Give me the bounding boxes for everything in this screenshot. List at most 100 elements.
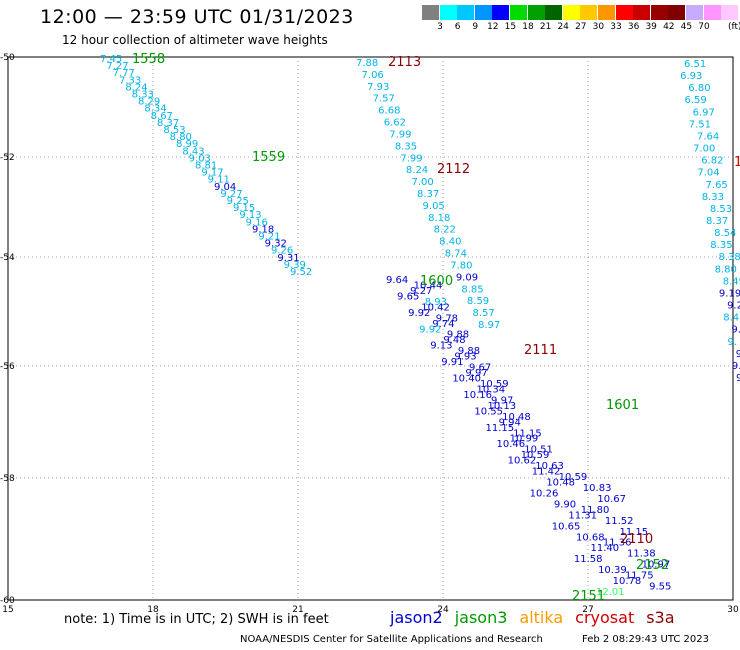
scale-tick-label: 9 xyxy=(472,22,479,32)
swh-value-jason-track: 10.40 xyxy=(452,374,481,385)
swh-value-jason-track: 10.16 xyxy=(463,390,492,401)
swh-value-edge-track: 8.4 xyxy=(723,313,739,324)
swh-value-jason-track: 11.36 xyxy=(603,538,632,549)
swh-value-edge-track: 6.93 xyxy=(680,71,702,82)
swh-value-jason-track: 10.62 xyxy=(508,456,537,467)
scale-swatch xyxy=(510,5,527,20)
swh-value-jason-track: 9.04 xyxy=(214,182,236,193)
x-tick-label: 30 xyxy=(727,605,739,615)
swh-value-jason-track: 7.77 xyxy=(113,68,135,79)
swh-value-s3a-track: 8.37 xyxy=(417,189,439,200)
swh-value-s3a-track: 7.80 xyxy=(450,260,472,271)
scale-swatch xyxy=(615,5,633,20)
scale-swatch xyxy=(668,5,686,20)
swh-value-edge-track: 8.80 xyxy=(715,264,737,275)
swh-value-s3a-track: 7.93 xyxy=(367,82,389,93)
scale-tick-label: 24 xyxy=(557,22,569,32)
swh-value-jason-track: 9.15 xyxy=(233,203,255,214)
legend-sat-jason3: jason3 xyxy=(454,608,508,627)
swh-value-jason-track: 10.44 xyxy=(414,280,443,291)
swh-value-s3a-track: 7.99 xyxy=(400,153,422,164)
swh-value-jason-track: 9.74 xyxy=(432,319,454,330)
swh-value-edge-track: 8.54 xyxy=(714,228,736,239)
swh-value-jason-track: 8.33 xyxy=(132,90,154,101)
swh-value-edge-track: 7.04 xyxy=(697,168,719,179)
pass-label: 2152 xyxy=(636,558,669,573)
swh-value-jason-track: 8.99 xyxy=(176,139,198,150)
swh-value-s3a-track: 8.57 xyxy=(472,308,494,319)
swh-value-jason-track: 10.67 xyxy=(597,494,626,505)
scale-swatch xyxy=(703,5,721,20)
swh-value-jason-track: 9.11 xyxy=(208,175,230,186)
legend-sat-s3a: s3a xyxy=(646,608,675,627)
x-tick-label: 18 xyxy=(147,605,159,615)
scale-tick-label: 36 xyxy=(627,22,640,32)
swh-value-jason-track: 10.55 xyxy=(474,406,503,417)
satellite-legend: jason2 jason3 altika cryosat s3a xyxy=(390,608,687,627)
swh-value-jason-track: 7.33 xyxy=(119,75,141,86)
swh-value-s3a-track: 8.18 xyxy=(428,213,450,224)
swh-value-s3a-track: 7.99 xyxy=(389,129,411,140)
pass-label: 2112 xyxy=(437,162,470,177)
swh-value-jason-track: 9.48 xyxy=(443,335,465,346)
scale-tick-label: 3 xyxy=(437,22,443,32)
swh-value-edge-track: 7.64 xyxy=(697,131,719,142)
swh-value-jason-track: 11.15 xyxy=(485,423,514,434)
swh-value-jason-track: 8.67 xyxy=(151,111,173,122)
scale-swatch xyxy=(457,5,475,20)
swh-value-edge-track: 6.97 xyxy=(693,107,715,118)
swh-value-jason-track: 10.34 xyxy=(476,384,505,395)
swh-value-jason-track: 11.58 xyxy=(574,554,603,565)
scale-swatch xyxy=(598,5,615,20)
swh-value-jason-track: 10.68 xyxy=(576,532,605,543)
y-tick-label: -52 xyxy=(0,153,15,163)
swh-value-edge-track: 8.37 xyxy=(706,216,728,227)
swh-value-jason-track: 10.51 xyxy=(524,445,553,456)
map-subtitle: 12 hour collection of altimeter wave hei… xyxy=(62,33,328,47)
swh-value-jason-track: 11.38 xyxy=(627,549,656,560)
scale-swatch xyxy=(527,5,545,20)
swh-value-jason-track: 8.53 xyxy=(163,125,185,136)
swh-value-jason-track: 11.15 xyxy=(619,527,648,538)
swh-value-jason-track: 10.59 xyxy=(559,472,588,483)
swh-value-jason-track: 9.88 xyxy=(458,346,480,357)
swh-value-jason-track: 9.93 xyxy=(454,352,476,363)
swh-value-edge-track: 6.82 xyxy=(701,156,723,167)
swh-value-jason-track: 10.99 xyxy=(510,434,539,445)
swh-value-s3a-track: 7.06 xyxy=(362,70,384,81)
swh-value-jason-track: 8.81 xyxy=(195,161,217,172)
swh-value-edge-track: 9. xyxy=(728,337,738,348)
swh-value-jason-track: 9.92 xyxy=(419,324,441,335)
y-tick-label: -54 xyxy=(0,253,15,263)
pass-label: 1559 xyxy=(252,150,285,165)
y-tick-label: -56 xyxy=(0,362,15,372)
swh-value-edge-track: 8.38 xyxy=(718,252,740,263)
swh-value-jason-track: 10.39 xyxy=(598,565,627,576)
scale-tick-label: 70 xyxy=(698,22,710,32)
legend-sat-altika: altika xyxy=(519,608,564,627)
swh-value-s3a-track: 7.57 xyxy=(373,94,395,105)
swh-value-jason-track: 8.93 xyxy=(425,297,447,308)
swh-value-jason-track: 9.31 xyxy=(277,253,299,264)
x-tick-label: 21 xyxy=(292,605,303,615)
scale-tick-label: 42 xyxy=(663,22,675,32)
swh-value-jason-track: 9.16 xyxy=(246,217,268,228)
swh-value-jason-track: 12.01 xyxy=(596,587,625,598)
map-title: 12:00 — 23:59 UTC 01/31/2023 xyxy=(40,6,354,28)
swh-value-jason-track: 10.48 xyxy=(502,412,531,423)
swh-value-jason-track: 10.65 xyxy=(552,521,581,532)
swh-value-jason-track: 9.17 xyxy=(201,168,223,179)
scale-tick-label: 45 xyxy=(680,22,693,32)
swh-value-jason-track: 9.97 xyxy=(465,368,487,379)
swh-value-edge-track: 9.0 xyxy=(731,325,740,336)
scale-swatch xyxy=(439,5,457,20)
swh-value-jason-track: 10.13 xyxy=(488,401,517,412)
swh-value-jason-track: 9.78 xyxy=(436,313,458,324)
y-tick-label: -50 xyxy=(0,53,15,63)
swh-value-jason-track: 7.27 xyxy=(106,61,128,72)
swh-value-jason-track: 10.63 xyxy=(535,461,564,472)
scale-tick-label: 39 xyxy=(645,22,657,32)
swh-value-jason-track: 9.88 xyxy=(447,330,469,341)
y-tick-label: -58 xyxy=(0,474,15,484)
